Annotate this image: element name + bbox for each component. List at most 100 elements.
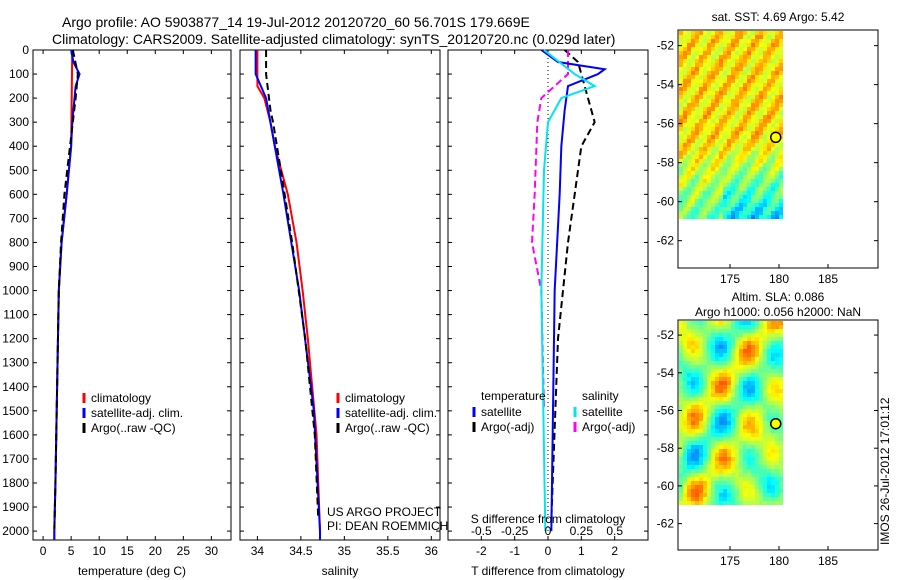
map-cell: [715, 195, 719, 199]
map-cell: [715, 211, 719, 215]
map-cell: [691, 187, 695, 191]
map-cell: [751, 501, 755, 505]
map-cell: [699, 457, 703, 461]
map-cell: [715, 155, 719, 159]
map-cell: [695, 151, 699, 155]
map-cell: [679, 183, 683, 187]
map-cell: [711, 195, 715, 199]
map-cell: [735, 453, 739, 457]
map-cell: [727, 43, 731, 47]
map-cell: [687, 155, 691, 159]
map-cell: [715, 43, 719, 47]
map-cell: [715, 425, 719, 429]
map-cell: [711, 107, 715, 111]
map-cell: [751, 473, 755, 477]
map-cell: [771, 481, 775, 485]
map-cell: [739, 501, 743, 505]
map-cell: [747, 321, 751, 325]
map-cell: [687, 453, 691, 457]
map-cell: [747, 103, 751, 107]
map-cell: [715, 357, 719, 361]
map-cell: [695, 107, 699, 111]
map-cell: [699, 465, 703, 469]
map-cell: [723, 473, 727, 477]
map-cell: [715, 453, 719, 457]
map-cell: [727, 59, 731, 63]
map-cell: [711, 31, 715, 35]
map-cell: [679, 99, 683, 103]
map-cell: [743, 199, 747, 203]
map-cell: [731, 147, 735, 151]
map-cell: [707, 353, 711, 357]
map-cell: [775, 365, 779, 369]
map-cell: [703, 63, 707, 67]
map-cell: [731, 417, 735, 421]
y-tick-label: 1500: [2, 404, 29, 418]
map-cell: [771, 51, 775, 55]
map-cell: [723, 325, 727, 329]
map-cell: [751, 369, 755, 373]
map-cell: [763, 413, 767, 417]
map-cell: [691, 489, 695, 493]
map-cell: [715, 461, 719, 465]
map-cell: [679, 441, 683, 445]
map-cell: [727, 203, 731, 207]
map-cell: [687, 409, 691, 413]
map-title-2: Argo h1000: 0.056 h2000: NaN: [695, 305, 861, 319]
map-cell: [707, 71, 711, 75]
map-cell: [751, 437, 755, 441]
map-cell: [691, 47, 695, 51]
map-cell: [699, 417, 703, 421]
map-cell: [743, 445, 747, 449]
map-cell: [711, 485, 715, 489]
map-cell: [755, 59, 759, 63]
map-cell: [755, 361, 759, 365]
map-cell: [679, 203, 683, 207]
map-cell: [743, 501, 747, 505]
map-cell: [747, 99, 751, 103]
map-cell: [699, 83, 703, 87]
map-cell: [711, 433, 715, 437]
map-cell: [739, 123, 743, 127]
map-cell: [723, 119, 727, 123]
map-cell: [711, 409, 715, 413]
map-cell: [703, 171, 707, 175]
map-cell: [759, 83, 763, 87]
map-cell: [775, 357, 779, 361]
map-cell: [731, 341, 735, 345]
map-cell: [699, 429, 703, 433]
map-cell: [719, 59, 723, 63]
map-cell: [691, 365, 695, 369]
map-cell: [683, 159, 687, 163]
map-cell: [775, 405, 779, 409]
map-cell: [763, 349, 767, 353]
map-cell: [771, 83, 775, 87]
map-cell: [687, 377, 691, 381]
map-cell: [763, 95, 767, 99]
map-cell: [683, 203, 687, 207]
map-cell: [703, 457, 707, 461]
map-cell: [695, 461, 699, 465]
map-cell: [755, 67, 759, 71]
map-cell: [695, 473, 699, 477]
map-cell: [755, 421, 759, 425]
map-cell: [679, 155, 683, 159]
map-cell: [707, 437, 711, 441]
map-cell: [763, 481, 767, 485]
map-cell: [735, 71, 739, 75]
map-cell: [715, 183, 719, 187]
map-cell: [739, 381, 743, 385]
map-cell: [751, 361, 755, 365]
map-cell: [703, 135, 707, 139]
map-cell: [727, 425, 731, 429]
map-cell: [755, 75, 759, 79]
map-cell: [691, 481, 695, 485]
map-cell: [699, 71, 703, 75]
map-cell: [727, 369, 731, 373]
map-cell: [775, 171, 779, 175]
map-cell: [775, 393, 779, 397]
map-cell: [679, 211, 683, 215]
map-cell: [719, 111, 723, 115]
map-cell: [703, 409, 707, 413]
map-cell: [731, 207, 735, 211]
